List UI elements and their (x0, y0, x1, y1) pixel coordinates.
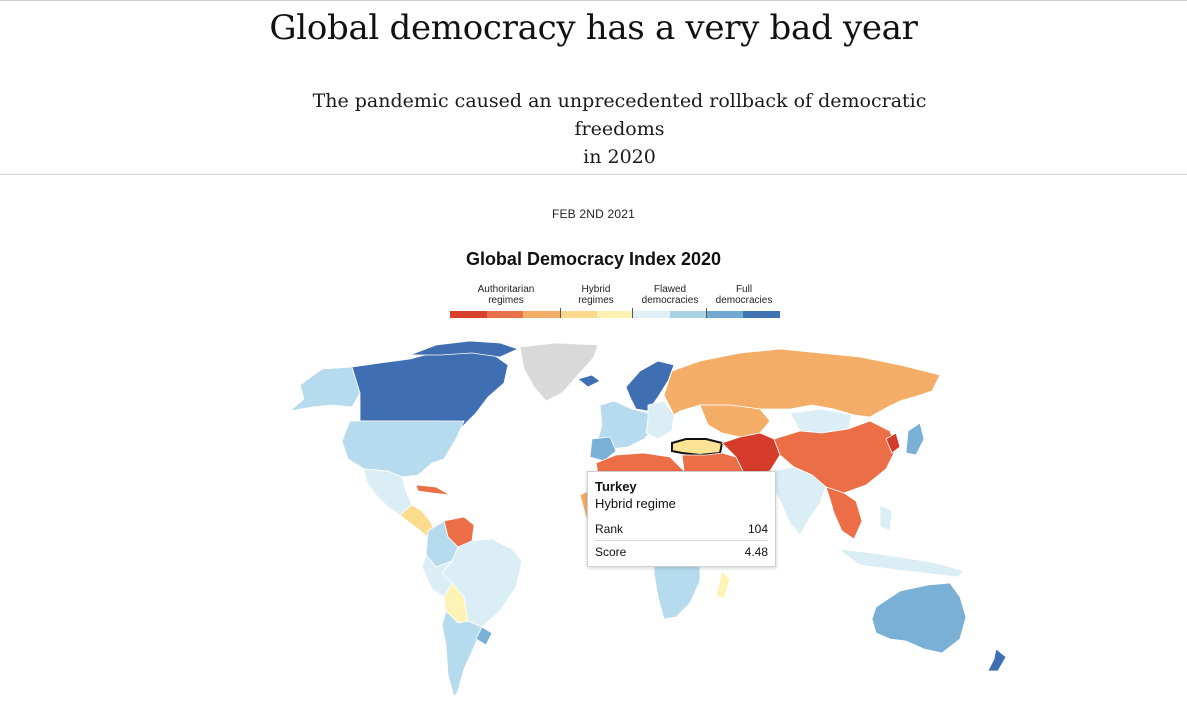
tooltip-score-row: Score 4.48 (595, 541, 768, 563)
region-greenland[interactable] (519, 342, 599, 402)
region-argentina[interactable] (441, 610, 483, 698)
legend-color-scale (450, 311, 781, 318)
region-iceland[interactable] (577, 374, 601, 388)
map-legend: Authoritarian regimes Hybrid regimes Fla… (450, 284, 781, 320)
tooltip-country-name: Turkey (595, 479, 637, 494)
region-usa[interactable] (341, 420, 465, 478)
country-tooltip: Turkey Hybrid regime Rank 104 Score 4.48 (587, 471, 776, 567)
legend-swatch (596, 311, 634, 318)
region-western-europe[interactable] (597, 400, 657, 450)
legend-swatch (450, 311, 487, 318)
legend-tick (706, 308, 707, 318)
region-canada-arctic[interactable] (409, 340, 520, 358)
region-scandinavia[interactable] (625, 360, 675, 412)
headline: Global democracy has a very bad year (269, 8, 918, 48)
region-eastern-europe[interactable] (645, 400, 675, 440)
legend-tick (560, 308, 561, 318)
legend-swatch (670, 311, 707, 318)
region-iran[interactable] (721, 432, 781, 474)
legend-label-full: Full democracies (715, 284, 773, 306)
region-uruguay[interactable] (475, 626, 493, 646)
tooltip-rank-row: Rank 104 (595, 518, 768, 541)
world-map[interactable] (260, 335, 1040, 720)
tooltip-rank-label: Rank (595, 522, 624, 536)
legend-swatch (633, 311, 671, 318)
legend-swatch (523, 311, 561, 318)
tooltip-regime-type: Hybrid regime (595, 496, 676, 511)
legend-label-hybrid: Hybrid regimes (578, 284, 614, 306)
world-map-svg[interactable] (260, 335, 1040, 720)
region-kazakhstan[interactable] (699, 404, 771, 438)
region-turkey[interactable] (671, 438, 724, 457)
region-new-zealand[interactable] (987, 648, 1007, 672)
legend-swatch (560, 311, 597, 318)
legend-label-authoritarian: Authoritarian regimes (477, 284, 535, 306)
region-australia[interactable] (871, 582, 967, 654)
subhead-line-1: The pandemic caused an unprecedented rol… (312, 90, 927, 140)
legend-swatch (743, 311, 781, 318)
region-southeast-asia[interactable] (825, 486, 863, 540)
section-divider (0, 174, 1187, 175)
legend-label-flawed: Flawed democracies (641, 284, 699, 306)
region-cuba[interactable] (415, 484, 451, 496)
region-mongolia[interactable] (789, 408, 853, 434)
subhead-line-2: in 2020 (583, 146, 656, 168)
region-indonesia[interactable] (836, 548, 965, 578)
region-iberia[interactable] (589, 436, 617, 462)
region-japan[interactable] (905, 422, 925, 456)
legend-swatch (706, 311, 744, 318)
region-korea[interactable] (885, 432, 901, 454)
region-philippines[interactable] (879, 504, 893, 532)
map-title: Global Democracy Index 2020 (465, 249, 722, 269)
publication-date: FEB 2ND 2021 (551, 207, 636, 221)
subheadline: The pandemic caused an unprecedented rol… (293, 87, 946, 171)
region-alaska[interactable] (288, 366, 361, 412)
tooltip-rank-value: 104 (747, 522, 768, 536)
top-rule (0, 0, 1187, 1)
region-india[interactable] (769, 466, 827, 536)
legend-swatch (486, 311, 524, 318)
legend-tick (632, 308, 633, 318)
tooltip-score-value: 4.48 (744, 545, 768, 559)
region-madagascar[interactable] (715, 570, 731, 600)
region-canada[interactable] (351, 348, 509, 428)
tooltip-score-label: Score (595, 545, 627, 559)
